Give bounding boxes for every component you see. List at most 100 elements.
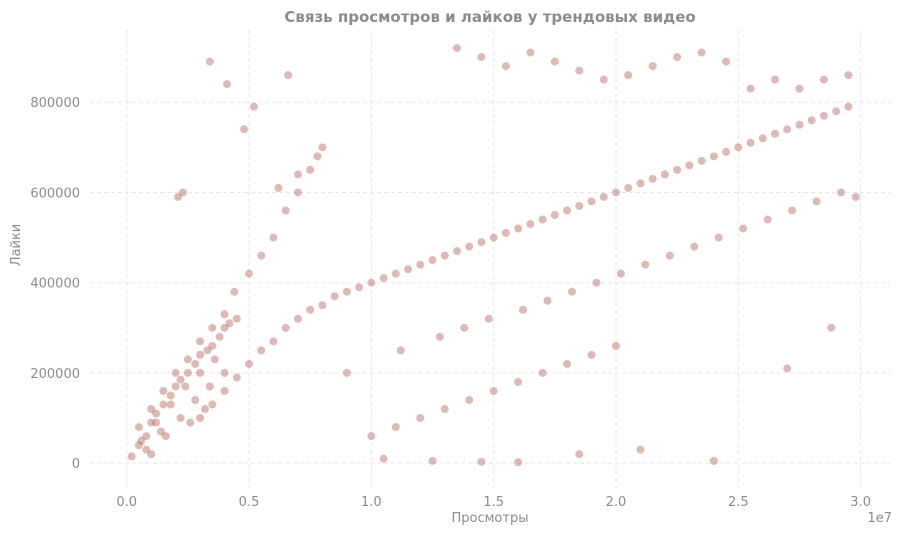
data-point (205, 382, 214, 391)
data-point (519, 305, 528, 314)
grid-lines (90, 30, 890, 488)
data-point (465, 242, 474, 251)
data-point (575, 66, 584, 75)
x-axis-ticks: 0.0 0.5 1.0 1.5 2.0 2.5 3.0 (116, 495, 871, 510)
data-point (191, 359, 200, 368)
data-point (538, 368, 547, 377)
data-point (795, 120, 804, 129)
data-point (837, 188, 846, 197)
data-point (210, 355, 219, 364)
data-point (771, 129, 780, 138)
data-point (489, 233, 498, 242)
x-tick-label: 2.5 (728, 495, 749, 510)
data-point (526, 48, 535, 57)
data-point (181, 382, 190, 391)
data-point (342, 368, 351, 377)
data-point (330, 292, 339, 301)
data-point (616, 269, 625, 278)
x-axis-offset-label: 1e7 (867, 511, 892, 526)
data-point (685, 161, 694, 170)
data-point (435, 332, 444, 341)
data-point (599, 192, 608, 201)
data-point (587, 350, 596, 359)
data-point (592, 278, 601, 287)
data-point (758, 134, 767, 143)
y-tick-label: 400000 (30, 277, 80, 292)
data-point (783, 364, 792, 373)
data-point (739, 224, 748, 233)
data-point (452, 247, 461, 256)
data-point (191, 396, 200, 405)
data-point (501, 229, 510, 238)
data-point (220, 368, 229, 377)
data-point (550, 211, 559, 220)
data-point (208, 341, 217, 350)
data-point (440, 251, 449, 260)
data-point (232, 373, 241, 382)
data-point (134, 441, 143, 450)
data-point (844, 102, 853, 111)
data-point (245, 269, 254, 278)
data-point (538, 215, 547, 224)
data-point (225, 319, 234, 328)
data-point (460, 323, 469, 332)
y-tick-label: 0 (72, 457, 80, 472)
data-point (665, 251, 674, 260)
data-point (284, 71, 293, 80)
data-point (648, 62, 657, 71)
data-point (396, 346, 405, 355)
data-point (788, 206, 797, 215)
data-point (127, 452, 136, 461)
data-point (293, 188, 302, 197)
data-point (428, 456, 437, 465)
data-point (220, 386, 229, 395)
data-point (134, 423, 143, 432)
data-point (196, 350, 205, 359)
data-point (484, 314, 493, 323)
data-point (142, 445, 151, 454)
data-point (563, 206, 572, 215)
data-point (223, 80, 232, 89)
data-point (220, 310, 229, 319)
data-point (465, 396, 474, 405)
data-point (355, 283, 364, 292)
data-point (416, 260, 425, 269)
data-point (183, 355, 192, 364)
data-point (722, 57, 731, 66)
data-point (166, 400, 175, 409)
data-point (313, 152, 322, 161)
data-point (827, 323, 836, 332)
data-point (636, 179, 645, 188)
data-point (722, 147, 731, 156)
data-point (183, 368, 192, 377)
data-point (746, 84, 755, 93)
data-point (176, 375, 185, 384)
data-point (514, 377, 523, 386)
y-tick-label: 600000 (30, 186, 80, 201)
data-point (281, 206, 290, 215)
x-tick-label: 3.0 (850, 495, 871, 510)
x-tick-label: 1.5 (483, 495, 504, 510)
x-tick-label: 2.0 (606, 495, 627, 510)
data-point (690, 242, 699, 251)
data-point (714, 233, 723, 242)
data-point (137, 436, 146, 445)
data-point (147, 450, 156, 459)
data-point (156, 427, 165, 436)
data-point (306, 165, 315, 174)
data-point (624, 71, 633, 80)
x-tick-label: 0.0 (116, 495, 137, 510)
data-points (127, 44, 860, 467)
data-point (851, 192, 860, 201)
data-point (636, 445, 645, 454)
data-point (844, 71, 853, 80)
data-point (281, 323, 290, 332)
data-point (746, 138, 755, 147)
y-tick-label: 200000 (30, 367, 80, 382)
data-point (196, 414, 205, 423)
x-tick-label: 1.0 (361, 495, 382, 510)
data-point (543, 296, 552, 305)
y-axis-ticks: 0 200000 400000 600000 800000 (30, 96, 80, 472)
data-point (391, 269, 400, 278)
data-point (152, 418, 161, 427)
